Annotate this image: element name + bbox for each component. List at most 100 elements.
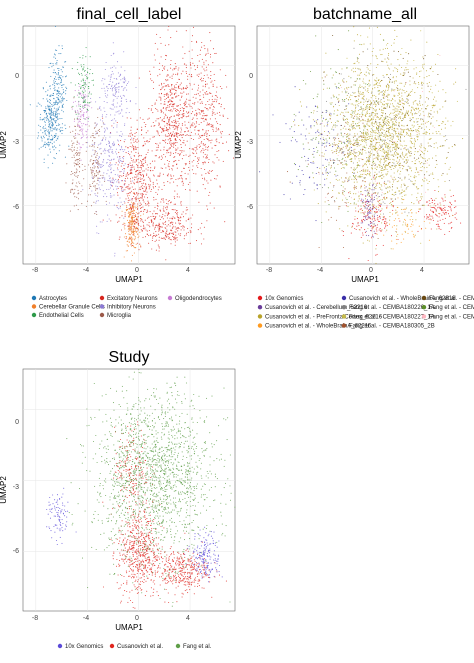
data-point (129, 220, 132, 222)
data-point (167, 93, 169, 95)
data-point (214, 144, 216, 146)
data-point (324, 201, 326, 203)
data-point (51, 66, 53, 68)
data-point (97, 146, 99, 148)
data-point (431, 157, 434, 159)
data-point (444, 209, 446, 211)
data-point (203, 45, 205, 47)
data-point (452, 195, 454, 197)
data-point (369, 173, 371, 175)
data-point (80, 72, 82, 75)
data-point (194, 123, 196, 125)
data-point (85, 96, 87, 98)
data-point (42, 98, 44, 100)
data-point (118, 181, 120, 183)
data-point (130, 142, 132, 144)
data-point (168, 85, 170, 87)
data-point (184, 104, 186, 107)
data-point (133, 202, 135, 204)
data-point (198, 73, 200, 75)
data-point (204, 162, 206, 164)
data-point (144, 219, 146, 221)
data-point (188, 160, 191, 163)
data-point (146, 209, 148, 211)
data-point (163, 120, 166, 123)
data-point (181, 113, 183, 115)
data-point (153, 196, 155, 198)
data-point (104, 123, 106, 125)
data-point (162, 107, 164, 109)
data-point (450, 195, 452, 197)
data-point (432, 116, 434, 118)
data-point (183, 91, 185, 93)
data-point (182, 46, 184, 48)
data-point (157, 146, 160, 148)
data-point (141, 161, 143, 163)
data-point (79, 83, 81, 86)
data-point (356, 141, 358, 143)
data-point (88, 125, 90, 127)
data-point (199, 145, 201, 147)
data-point (385, 74, 388, 76)
data-point (166, 135, 168, 137)
data-point (169, 126, 171, 128)
data-point (170, 175, 172, 177)
data-point (83, 112, 85, 114)
data-point (373, 223, 375, 225)
data-point (126, 244, 128, 246)
data-point (55, 129, 57, 131)
data-point (430, 228, 432, 230)
data-point (427, 120, 430, 123)
data-point (342, 234, 344, 237)
data-point (160, 98, 162, 100)
data-point (437, 112, 439, 114)
data-point (375, 66, 377, 69)
data-point (164, 156, 167, 158)
data-point (91, 172, 93, 174)
data-point (102, 120, 104, 122)
data-point (367, 194, 369, 196)
data-point (434, 96, 436, 98)
data-point (124, 123, 126, 125)
data-point (110, 184, 112, 186)
data-point (201, 174, 203, 176)
data-point (207, 50, 209, 52)
data-point (454, 213, 456, 215)
data-point (98, 163, 100, 165)
data-point (149, 169, 151, 171)
data-point (395, 212, 397, 214)
data-point (119, 236, 121, 238)
data-point (208, 103, 210, 106)
data-point (82, 57, 84, 59)
data-point (118, 160, 120, 162)
data-point (176, 227, 178, 229)
data-point (336, 144, 338, 146)
data-point (44, 124, 46, 126)
data-point (168, 148, 170, 150)
data-point (183, 238, 185, 240)
data-point (379, 129, 382, 132)
data-point (353, 143, 355, 145)
data-point (88, 116, 90, 118)
data-point (212, 105, 215, 107)
data-point (113, 182, 115, 184)
data-point (448, 168, 450, 170)
data-point (141, 229, 143, 231)
data-point (136, 216, 138, 218)
data-point (100, 147, 102, 149)
data-point (175, 132, 177, 134)
data-point (180, 92, 182, 94)
data-point (124, 178, 126, 180)
data-point (371, 196, 373, 198)
data-point (435, 214, 437, 216)
data-point (405, 128, 407, 130)
data-point (357, 122, 359, 125)
data-point (130, 182, 132, 184)
data-point (417, 171, 419, 173)
data-point (109, 159, 111, 161)
data-point (135, 173, 137, 175)
data-point (125, 238, 127, 240)
data-point (129, 100, 131, 102)
data-point (95, 188, 97, 190)
data-point (416, 188, 418, 190)
